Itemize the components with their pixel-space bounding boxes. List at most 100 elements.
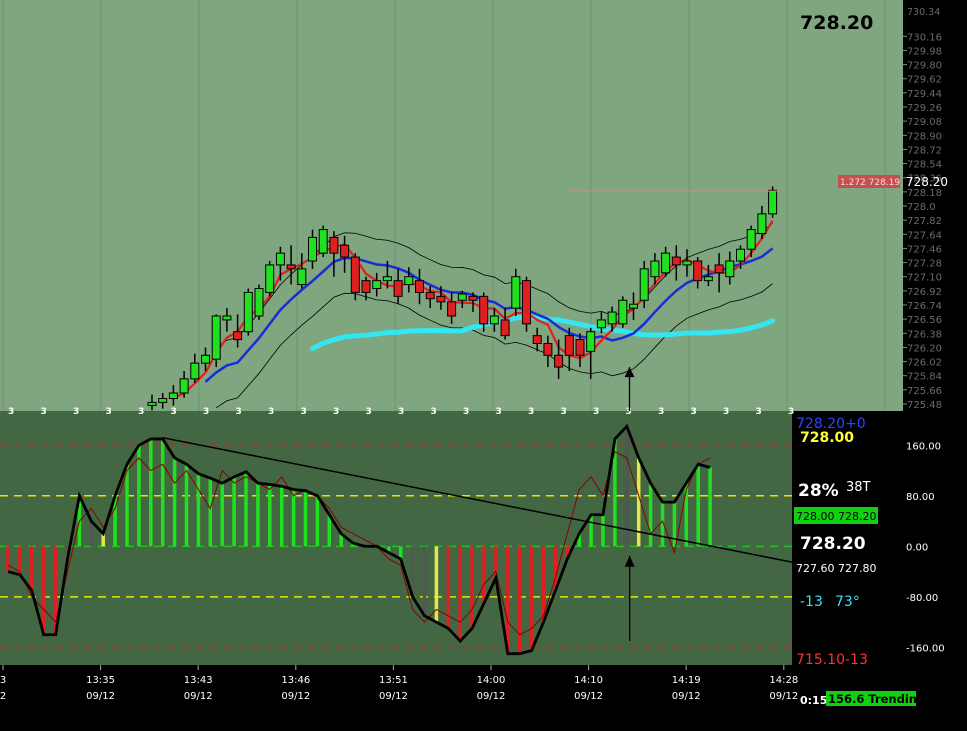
bar-count-label: 3 (203, 407, 209, 417)
price-tick-label: 727.10 (907, 273, 942, 284)
bar-count-label: 3 (756, 407, 762, 417)
candle-body (746, 229, 756, 250)
price-tick-label: 727.64 (907, 230, 942, 241)
candle-body (222, 315, 232, 321)
price-tick-label: 725.66 (907, 386, 942, 397)
mid-moving-average (204, 247, 774, 383)
oscillator-tick-label: 0.00 (906, 542, 928, 553)
candle-body (447, 301, 457, 317)
candle-body (393, 280, 403, 297)
bar-count-label: 3 (236, 407, 242, 417)
bar-count-label: 3 (496, 407, 502, 417)
candle-body (671, 256, 681, 266)
time-tick-label: 14:19 (672, 675, 701, 686)
price-axis-background (903, 0, 967, 727)
indicator-readout-panel (792, 411, 903, 665)
date-tick-label: 09/12 (184, 691, 213, 702)
bar-count-label: 3 (301, 407, 307, 417)
indicator-pair-label: 727.60 727.80 (796, 562, 876, 575)
candle-body (168, 392, 178, 399)
candle-body (350, 256, 360, 293)
candle-body (254, 288, 264, 317)
bar-count-label: 3 (431, 407, 437, 417)
candle-body (489, 315, 499, 325)
candle-body (158, 398, 168, 403)
oscillator-tick-label: -80.00 (906, 593, 938, 604)
price-arrow-head (624, 367, 635, 378)
candle-body (179, 378, 189, 394)
candle-body (607, 311, 617, 325)
date-tick-label: 2 (0, 691, 6, 702)
price-axis: 730.16 729.98 729.80 729.62 729.44 729.26 729.… (903, 32, 942, 411)
candle-body (425, 291, 435, 300)
indicator-angle-label: 73° (835, 594, 860, 610)
candle-body (629, 303, 638, 309)
fib-target-label: 1.272 728.19 (840, 178, 900, 188)
date-tick-label: 09/12 (281, 691, 310, 702)
indicator-tick-label: 38T (846, 480, 871, 495)
candle-body (318, 229, 328, 254)
candle-body (201, 354, 210, 364)
candle-body (522, 280, 531, 325)
candle-body (532, 335, 542, 344)
price-tick-label: 729.98 (907, 46, 942, 57)
indicator-top-value: 728.20+0 (796, 416, 866, 432)
price-tick-label: 726.02 (907, 358, 942, 369)
bar-count-label: 3 (658, 407, 664, 417)
slow-moving-average (310, 314, 776, 352)
price-tick-label: 728.72 (907, 145, 942, 156)
candle-body (404, 276, 414, 286)
date-tick-label: 09/12 (379, 691, 408, 702)
candle-body (265, 264, 275, 293)
price-tick-label: 728.90 (907, 131, 942, 142)
candle-body (500, 319, 510, 337)
candle-body (564, 335, 574, 356)
time-axis-background (0, 665, 903, 727)
candle-body (436, 295, 446, 303)
bar-count-label: 3 (268, 407, 274, 417)
status-timer: 0:15 (800, 694, 827, 707)
price-header: 728.20 (800, 12, 873, 34)
fib-target-badge: 1.272 728.19 (838, 175, 900, 188)
oscillator-arrow-head (624, 555, 635, 567)
bar-count-label: 3 (41, 407, 47, 417)
bar-count-label: 3 (561, 407, 567, 417)
candle-body (661, 252, 671, 274)
candle-body (725, 260, 735, 278)
time-tick-label: 13:51 (379, 675, 408, 686)
candle-body (543, 343, 553, 356)
candle-body (736, 248, 745, 262)
price-tick-label: 729.80 (907, 61, 942, 72)
date-tick-label: 09/12 (574, 691, 603, 702)
candle-body (693, 260, 703, 282)
price-tick-label: 727.28 (907, 259, 942, 270)
oscillator-axis: 160.00 80.00 0.00 -80.00 -160.00 (906, 441, 945, 654)
bar-count-label: 3 (398, 407, 404, 417)
bar-count-label: 3 (366, 407, 372, 417)
candlesticks (147, 186, 778, 411)
bar-count-label: 3 (333, 407, 339, 417)
candle-body (372, 280, 382, 289)
bar-count-labels: 3 3 3 3 3 3 3 3 3 3 3 3 3 3 3 3 3 3 3 3 3 3 3 3 3 (8, 407, 794, 417)
price-pane-background (0, 0, 903, 411)
indicator-second-value: 728.00 (800, 430, 854, 446)
bar-count-label: 3 (463, 407, 469, 417)
candle-body (468, 295, 478, 301)
candle-body (639, 268, 649, 301)
indicator-big-value: 728.20 (800, 534, 866, 554)
price-tick-label: 728.18 (907, 188, 942, 199)
indicator-pair-box-label: 728.00 728.20 (796, 510, 876, 523)
price-tick-label: 727.46 (907, 244, 942, 255)
price-grid (2, 0, 886, 411)
price-tick-label: 726.92 (907, 287, 942, 298)
date-tick-label: 09/12 (672, 691, 701, 702)
date-tick-label: 09/12 (86, 691, 115, 702)
oscillator-tick-label: 80.00 (906, 492, 935, 503)
bar-count-label: 3 (691, 407, 697, 417)
price-tick-label: 728.36 (907, 174, 942, 185)
time-tick-label: 14:28 (769, 675, 798, 686)
candle-body (233, 331, 243, 341)
candle-body (757, 213, 767, 235)
candle-body (329, 236, 339, 254)
